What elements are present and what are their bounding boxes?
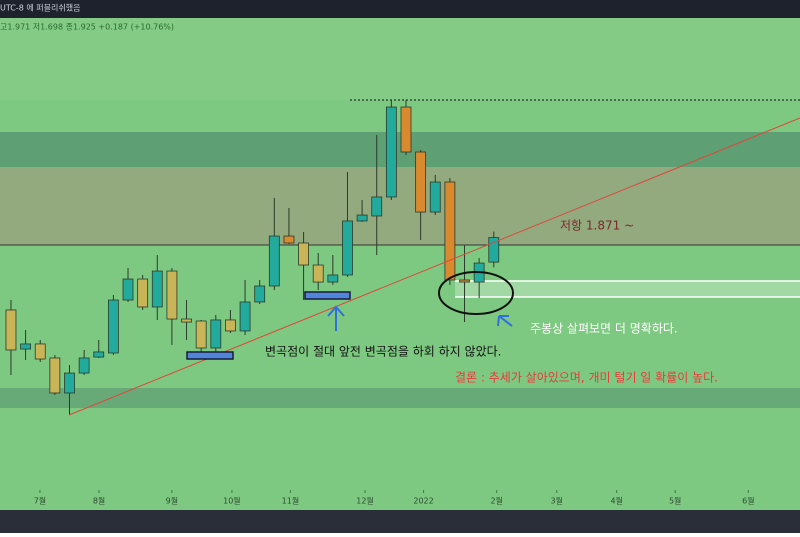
- ohlc-legend: 고1.971 저1.698 종1.925 +0.187 (+10.76%): [0, 23, 174, 32]
- candle-body: [385, 106, 397, 198]
- annotation: 저항 1.871 ~: [560, 219, 634, 233]
- zone: [0, 167, 800, 245]
- arrow: [497, 315, 513, 327]
- candle-body: [444, 181, 456, 281]
- candle-body: [49, 357, 61, 394]
- candle-body: [283, 235, 295, 244]
- candle-body: [151, 270, 163, 308]
- candle-body: [210, 319, 222, 349]
- candle-body: [225, 319, 236, 332]
- pivot-box: [304, 291, 351, 300]
- zone: [455, 281, 800, 297]
- candle-body: [166, 270, 178, 320]
- x-tick-label: 2022: [413, 497, 433, 506]
- x-tick-label: 4월: [610, 496, 622, 506]
- x-axis-strip: [0, 490, 800, 510]
- zone: [0, 132, 800, 167]
- candle-body: [429, 181, 441, 213]
- candle-body: [5, 309, 17, 351]
- header-title: UTC-8 에 퍼블리쉬했음: [0, 3, 80, 13]
- pivot-box: [186, 351, 234, 360]
- candle-body: [312, 264, 324, 283]
- candle-body: [107, 299, 119, 354]
- candle-body: [488, 237, 500, 263]
- annotation: 결론 : 추세가 살아있으며, 개미 털기 일 확률이 높다.: [455, 371, 718, 385]
- highlight-circle: [438, 271, 514, 315]
- x-tick-label: 3월: [550, 496, 562, 506]
- candle-body: [34, 343, 46, 360]
- candle-body: [64, 372, 75, 394]
- x-tick-label: 8월: [93, 496, 105, 506]
- x-tick-label: 5월: [669, 496, 681, 506]
- candle-body: [415, 151, 427, 213]
- candle-body: [298, 242, 309, 266]
- candle-body: [137, 278, 149, 308]
- candle-body: [93, 351, 105, 358]
- candle-body: [239, 301, 251, 332]
- zone: [0, 18, 800, 100]
- candle-body: [254, 285, 266, 303]
- zone: [0, 388, 800, 408]
- candle-body: [181, 318, 192, 323]
- candle-body: [356, 214, 368, 222]
- bottom-bar: [0, 510, 800, 533]
- x-tick-label: 11월: [282, 496, 300, 506]
- arrow: [327, 305, 345, 331]
- x-tick-label: 7월: [34, 496, 46, 506]
- annotation: 주봉상 살펴보면 더 명확하다.: [530, 322, 678, 336]
- annotation: 변곡점이 절대 앞전 변곡점을 하회 하지 않았다.: [265, 345, 501, 359]
- x-tick-label: 9월: [166, 496, 178, 506]
- candles: [5, 99, 500, 416]
- candle-body: [371, 196, 383, 217]
- candle-body: [268, 235, 280, 287]
- candle-body: [122, 278, 134, 301]
- x-tick-label: 10월: [223, 496, 241, 506]
- trendline: [68, 117, 800, 416]
- candle-body: [342, 220, 353, 276]
- x-tick-label: 2월: [490, 496, 502, 506]
- candle-body: [195, 320, 207, 349]
- candle-body: [20, 343, 32, 350]
- x-tick-label: 12월: [356, 496, 374, 506]
- candle-body: [459, 279, 470, 283]
- top-bar: [0, 0, 800, 18]
- candle-body: [400, 106, 412, 153]
- candle-body: [327, 274, 339, 283]
- x-tick-label: 6월: [742, 496, 754, 506]
- candle-body: [78, 357, 90, 374]
